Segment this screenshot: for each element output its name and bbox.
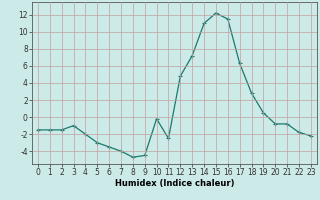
X-axis label: Humidex (Indice chaleur): Humidex (Indice chaleur) <box>115 179 234 188</box>
